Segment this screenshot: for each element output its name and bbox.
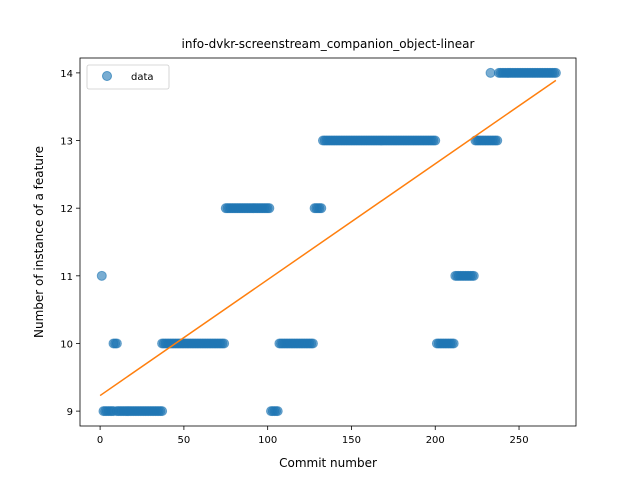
x-axis-ticks: 0 50 100 150 200 250: [97, 426, 529, 446]
data-point: [468, 270, 479, 281]
y-tick-label: 12: [60, 204, 73, 215]
data-point: [307, 338, 318, 349]
fit-line: [99, 79, 557, 397]
x-axis-label: Commit number: [279, 456, 377, 470]
data-point: [316, 203, 327, 214]
data-point: [485, 67, 496, 78]
data-point: [96, 270, 107, 281]
legend-box: [86, 64, 170, 90]
data-point: [550, 67, 561, 78]
x-tick-label: 150: [342, 435, 361, 446]
y-tick-label: 11: [60, 272, 73, 283]
data-point: [430, 135, 441, 146]
y-tick-label: 14: [60, 69, 73, 80]
x-tick-label: 0: [97, 435, 103, 446]
data-point: [111, 338, 122, 349]
chart-title: info-dvkr-screenstream_companion_object-…: [182, 37, 475, 51]
data-point: [272, 406, 283, 417]
y-tick-label: 10: [60, 339, 73, 350]
y-axis-label: Number of instance of a feature: [32, 146, 46, 338]
x-tick-label: 200: [426, 435, 445, 446]
data-point: [219, 338, 230, 349]
data-point: [448, 338, 459, 349]
plot-frame: [79, 57, 577, 427]
data-point: [264, 203, 275, 214]
legend-label-data: data: [131, 72, 154, 83]
x-tick-label: 250: [509, 435, 528, 446]
plot-area: [96, 67, 561, 417]
legend: data: [86, 64, 170, 90]
legend-marker-data: [102, 71, 112, 81]
y-tick-label: 13: [60, 137, 73, 148]
y-tick-label: 9: [67, 407, 73, 418]
x-tick-label: 50: [178, 435, 191, 446]
x-tick-label: 100: [258, 435, 277, 446]
y-axis-ticks: 9 10 11 12 13 14: [60, 69, 80, 418]
data-point: [492, 135, 503, 146]
data-point: [157, 406, 168, 417]
